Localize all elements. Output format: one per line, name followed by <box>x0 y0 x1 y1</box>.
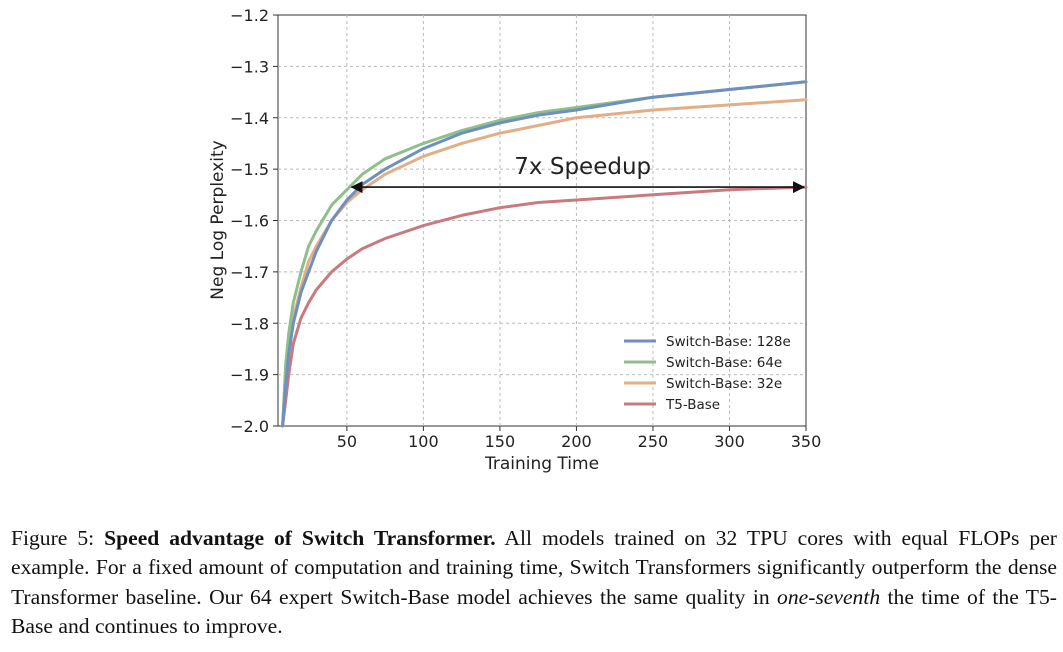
legend-label: Switch-Base: 64e <box>666 355 782 371</box>
series-line <box>281 185 808 428</box>
y-axis-label: Neg Log Perplexity <box>208 140 228 299</box>
legend: Switch-Base: 128e Switch-Base: 64e Switch-… <box>624 334 791 413</box>
ticks: 50 100 150 200 250 300 350 −2.0 −1.9 −1.8 −1.7 −1.6… <box>230 6 821 451</box>
caption-bold: Speed advantage of Switch Transformer. <box>104 526 496 550</box>
x-tick-label: 150 <box>485 432 516 451</box>
x-tick-label: 100 <box>408 432 439 451</box>
chart: 50 100 150 200 250 300 350 −2.0 −1.9 −1.8 −1.7 −1.6… <box>208 6 821 474</box>
figure-caption: Figure 5: Speed advantage of Switch Tran… <box>11 524 1057 642</box>
x-tick-label: 350 <box>791 432 822 451</box>
y-tick-label: −1.4 <box>230 109 269 128</box>
caption-prefix: Figure 5: <box>11 526 105 550</box>
speedup-annotation: 7x Speedup <box>514 154 651 180</box>
annotation: 7x Speedup <box>350 154 805 194</box>
x-tick-label: 300 <box>714 432 745 451</box>
y-tick-label: −1.8 <box>230 314 269 333</box>
legend-label: Switch-Base: 128e <box>666 334 791 350</box>
grid <box>278 15 806 426</box>
y-tick-label: −1.2 <box>230 6 269 25</box>
legend-label: T5-Base <box>665 397 720 413</box>
y-tick-label: −1.5 <box>230 160 269 179</box>
y-tick-label: −1.3 <box>230 57 269 76</box>
y-tick-label: −2.0 <box>230 417 269 436</box>
x-axis-label: Training Time <box>484 454 599 474</box>
x-tick-label: 250 <box>638 432 669 451</box>
caption-italic: one-seventh <box>777 584 881 609</box>
y-tick-label: −1.9 <box>230 366 269 385</box>
x-tick-label: 200 <box>561 432 592 451</box>
caption-text-2: the time of the T5-Base and continues to… <box>11 584 1057 639</box>
y-tick-label: −1.7 <box>230 263 269 282</box>
series-line <box>281 80 808 428</box>
caption-text-1: All models trained on 32 TPU cores with … <box>11 526 1057 609</box>
legend-label: Switch-Base: 32e <box>666 376 782 392</box>
y-tick-label: −1.6 <box>230 212 269 231</box>
x-tick-label: 50 <box>337 432 357 451</box>
